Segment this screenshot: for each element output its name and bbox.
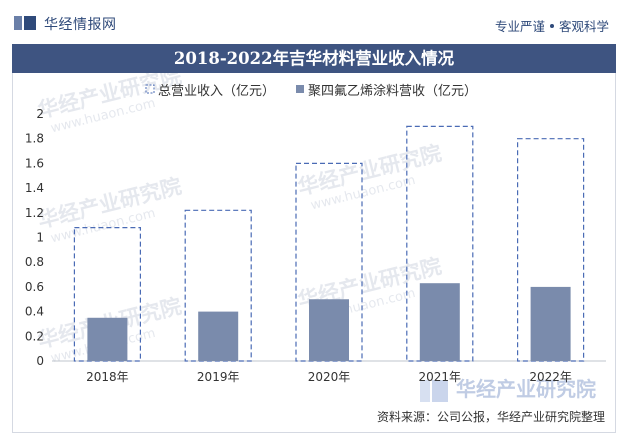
- legend: 总营业收入（亿元） 聚四氟乙烯涂料营收（亿元）: [145, 83, 477, 99]
- source-note: 资料来源：公司公报，华经产业研究院整理: [376, 410, 605, 424]
- bar-ptfe-revenue: [87, 317, 128, 361]
- y-tick-label: 0.2: [25, 329, 44, 343]
- brand-name: 华经情报网: [44, 17, 117, 33]
- y-tick-label: 0: [36, 354, 44, 368]
- logo-watermark: 华经产业研究院: [420, 377, 596, 402]
- y-tick-label: 2: [36, 107, 44, 121]
- x-tick-label: 2018年: [86, 370, 129, 384]
- x-tick-label: 2021年: [419, 370, 462, 384]
- logo-watermark-icon: [420, 380, 430, 402]
- y-tick-label: 0.6: [25, 280, 44, 294]
- logo-watermark-text: 华经产业研究院: [456, 377, 596, 401]
- legend-label-ptfe: 聚四氟乙烯涂料营收（亿元）: [308, 83, 477, 99]
- legend-label-total: 总营业收入（亿元）: [158, 84, 275, 99]
- bar-ptfe-revenue: [530, 286, 571, 361]
- logo-icon: [14, 16, 36, 30]
- bar-ptfe-revenue: [198, 311, 239, 361]
- tagline: 专业严谨 客观科学: [495, 16, 609, 35]
- tagline-left: 专业严谨: [494, 19, 545, 34]
- y-tick-label: 0.4: [25, 305, 44, 319]
- bar-ptfe-revenue: [419, 283, 460, 361]
- separator-dot-icon: [549, 24, 554, 28]
- tagline-right: 客观科学: [558, 19, 609, 34]
- y-tick-label: 1.6: [25, 156, 44, 170]
- legend-swatch-total: [145, 84, 155, 94]
- y-tick-label: 1.2: [25, 206, 44, 220]
- y-tick-label: 0.8: [25, 255, 44, 269]
- bars-layer: [73, 125, 585, 362]
- legend-swatch-ptfe: [296, 85, 304, 93]
- y-tick-label: 1.8: [25, 132, 44, 146]
- x-tick-label: 2022年: [529, 370, 572, 384]
- bar-total-revenue: [406, 125, 474, 362]
- chart-title: 2018-2022年吉华材料营业收入情况: [12, 44, 616, 73]
- bar-ptfe-revenue: [309, 299, 349, 361]
- x-tick-label: 2020年: [308, 370, 351, 384]
- y-tick-label: 1.4: [25, 181, 44, 195]
- header-bar: 华经情报网 专业严谨 客观科学: [0, 0, 627, 44]
- logo-watermark-icon: [432, 380, 448, 402]
- x-axis: 2018年 2019年 2020年 2021年 2022年: [86, 370, 572, 384]
- plot-panel: [12, 73, 616, 433]
- y-tick-label: 1: [36, 231, 44, 245]
- x-tick-label: 2019年: [197, 370, 240, 384]
